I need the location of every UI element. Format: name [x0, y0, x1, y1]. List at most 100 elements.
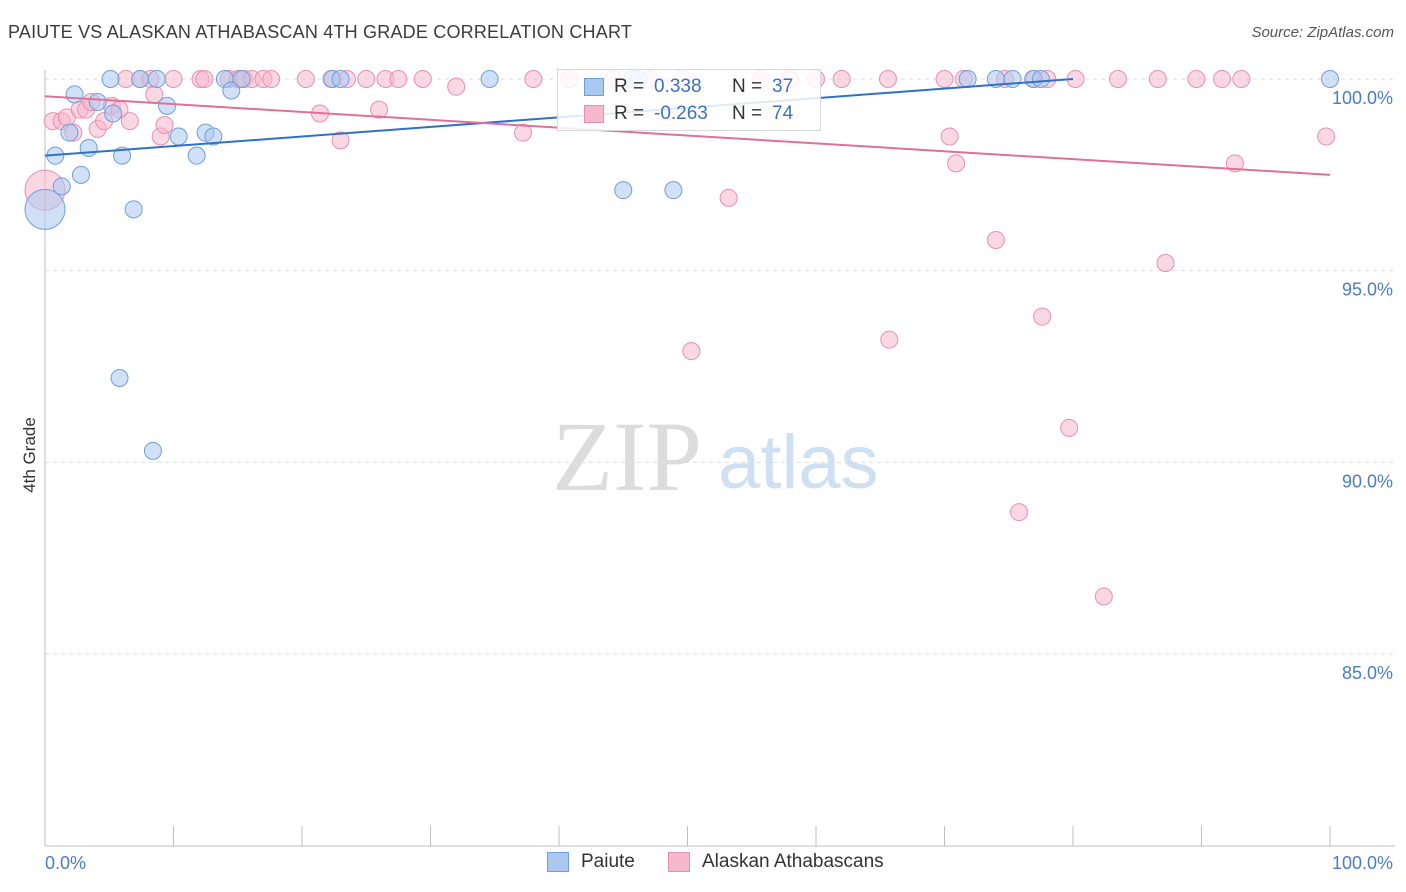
alaskan-point: [878, 70, 897, 88]
alaskan-point: [1094, 587, 1113, 606]
legend-item-paiute: Paiute: [547, 851, 635, 873]
gridlines: [45, 78, 1395, 655]
alaskan-point: [1010, 503, 1029, 522]
alaskan-point: [155, 116, 174, 134]
legend-r-label: R =: [614, 103, 645, 124]
x-tick-label: 0.0%: [45, 853, 86, 873]
alaskan-point: [935, 70, 954, 88]
watermark-atlas: atlas: [718, 420, 879, 505]
alaskan-point: [1060, 418, 1079, 437]
alaskan-swatch: [584, 105, 604, 123]
alaskan-point: [1148, 70, 1167, 88]
legend-n-label: N =: [732, 76, 763, 97]
legend-row-paiute: R = 0.338 N = 37: [558, 74, 793, 100]
paiute-point: [204, 127, 223, 146]
paiute-point: [60, 123, 79, 142]
alaskan-point: [719, 188, 738, 207]
alaskan-point: [1232, 70, 1251, 88]
alaskan-point: [413, 70, 432, 88]
paiute-point: [113, 146, 132, 165]
alaskan-point: [296, 70, 315, 88]
alaskan-point: [514, 123, 533, 142]
alaskan-series-points: [24, 70, 1336, 606]
paiute-point: [147, 70, 166, 88]
alaskan-point: [1156, 254, 1175, 272]
paiute-point: [131, 70, 150, 88]
legend-r-label: R =: [614, 76, 645, 97]
legend-n-value: 74: [772, 103, 794, 124]
alaskan-point: [1033, 307, 1052, 326]
alaskan-point: [164, 70, 183, 88]
paiute-point: [79, 139, 98, 157]
alaskan-point: [262, 70, 281, 88]
y-tick-labels: 100.0% 95.0% 90.0% 85.0%: [1332, 88, 1393, 683]
paiute-point: [101, 70, 120, 88]
alaskan-legend-label: Alaskan Athabascans: [702, 851, 884, 872]
alaskan-point: [880, 330, 899, 349]
legend-n-value: 37: [772, 76, 794, 97]
paiute-point: [158, 96, 177, 115]
alaskan-point: [357, 70, 376, 88]
paiute-point: [331, 70, 350, 88]
alaskan-point: [195, 70, 214, 88]
paiute-point: [169, 127, 188, 146]
y-tick-label: 100.0%: [1332, 88, 1393, 108]
paiute-point: [52, 177, 71, 196]
paiute-point: [187, 146, 206, 165]
paiute-point: [71, 165, 90, 184]
watermark-zip: ZIP: [552, 401, 702, 512]
paiute-point: [1031, 70, 1050, 88]
paiute-point: [110, 369, 129, 387]
alaskan-point: [447, 77, 466, 96]
paiute-legend-label: Paiute: [581, 851, 635, 872]
paiute-point: [143, 441, 162, 460]
legend-row-alaskan: R = -0.263 N = 74: [558, 101, 793, 127]
legend-r-value: 0.338: [654, 76, 702, 97]
paiute-legend-swatch: [547, 852, 569, 872]
paiute-point: [222, 81, 241, 100]
alaskan-point: [832, 70, 851, 88]
alaskan-point: [682, 342, 701, 361]
y-axis-label: 4th Grade: [20, 417, 39, 493]
paiute-point: [65, 85, 84, 104]
paiute-point: [1321, 70, 1339, 88]
x-tick-labels: 0.0% 100.0%: [45, 853, 1393, 873]
alaskan-point: [1187, 70, 1206, 88]
paiute-point: [124, 200, 143, 219]
alaskan-point: [120, 112, 139, 131]
chart-source: Source: ZipAtlas.com: [1251, 24, 1394, 41]
series-legend: Paiute Alaskan Athabascans: [0, 851, 1406, 879]
y-tick-label: 95.0%: [1342, 280, 1393, 300]
alaskan-point: [389, 70, 408, 88]
paiute-swatch: [584, 78, 604, 96]
legend-r-value: -0.263: [654, 103, 708, 124]
paiute-point: [958, 70, 977, 88]
alaskan-point: [986, 231, 1005, 249]
alaskan-point: [370, 100, 389, 119]
y-tick-label: 85.0%: [1342, 663, 1393, 683]
alaskan-point: [331, 131, 350, 150]
paiute-point: [480, 70, 499, 88]
paiute-point: [88, 93, 107, 111]
alaskan-point: [1213, 70, 1232, 88]
paiute-point: [232, 70, 251, 88]
alaskan-point: [1108, 70, 1127, 88]
alaskan-point: [947, 154, 966, 173]
paiute-point: [104, 104, 123, 123]
legend-n-label: N =: [732, 103, 763, 124]
legend-item-alaskan: Alaskan Athabascans: [668, 851, 884, 873]
alaskan-point: [940, 127, 959, 146]
correlation-legend: R = 0.338 N = 37 R = -0.263 N = 74: [557, 69, 821, 131]
x-tick-label: 100.0%: [1332, 853, 1393, 873]
chart-title: PAIUTE VS ALASKAN ATHABASCAN 4TH GRADE C…: [8, 22, 633, 42]
alaskan-point: [524, 70, 543, 88]
alaskan-trend-line: [44, 95, 1331, 176]
paiute-point: [24, 188, 66, 230]
paiute-point: [664, 181, 683, 200]
alaskan-point: [1317, 127, 1336, 146]
y-tick-label: 90.0%: [1342, 471, 1393, 491]
alaskan-legend-swatch: [668, 852, 690, 872]
paiute-point: [614, 181, 633, 200]
alaskan-point: [1225, 154, 1244, 173]
